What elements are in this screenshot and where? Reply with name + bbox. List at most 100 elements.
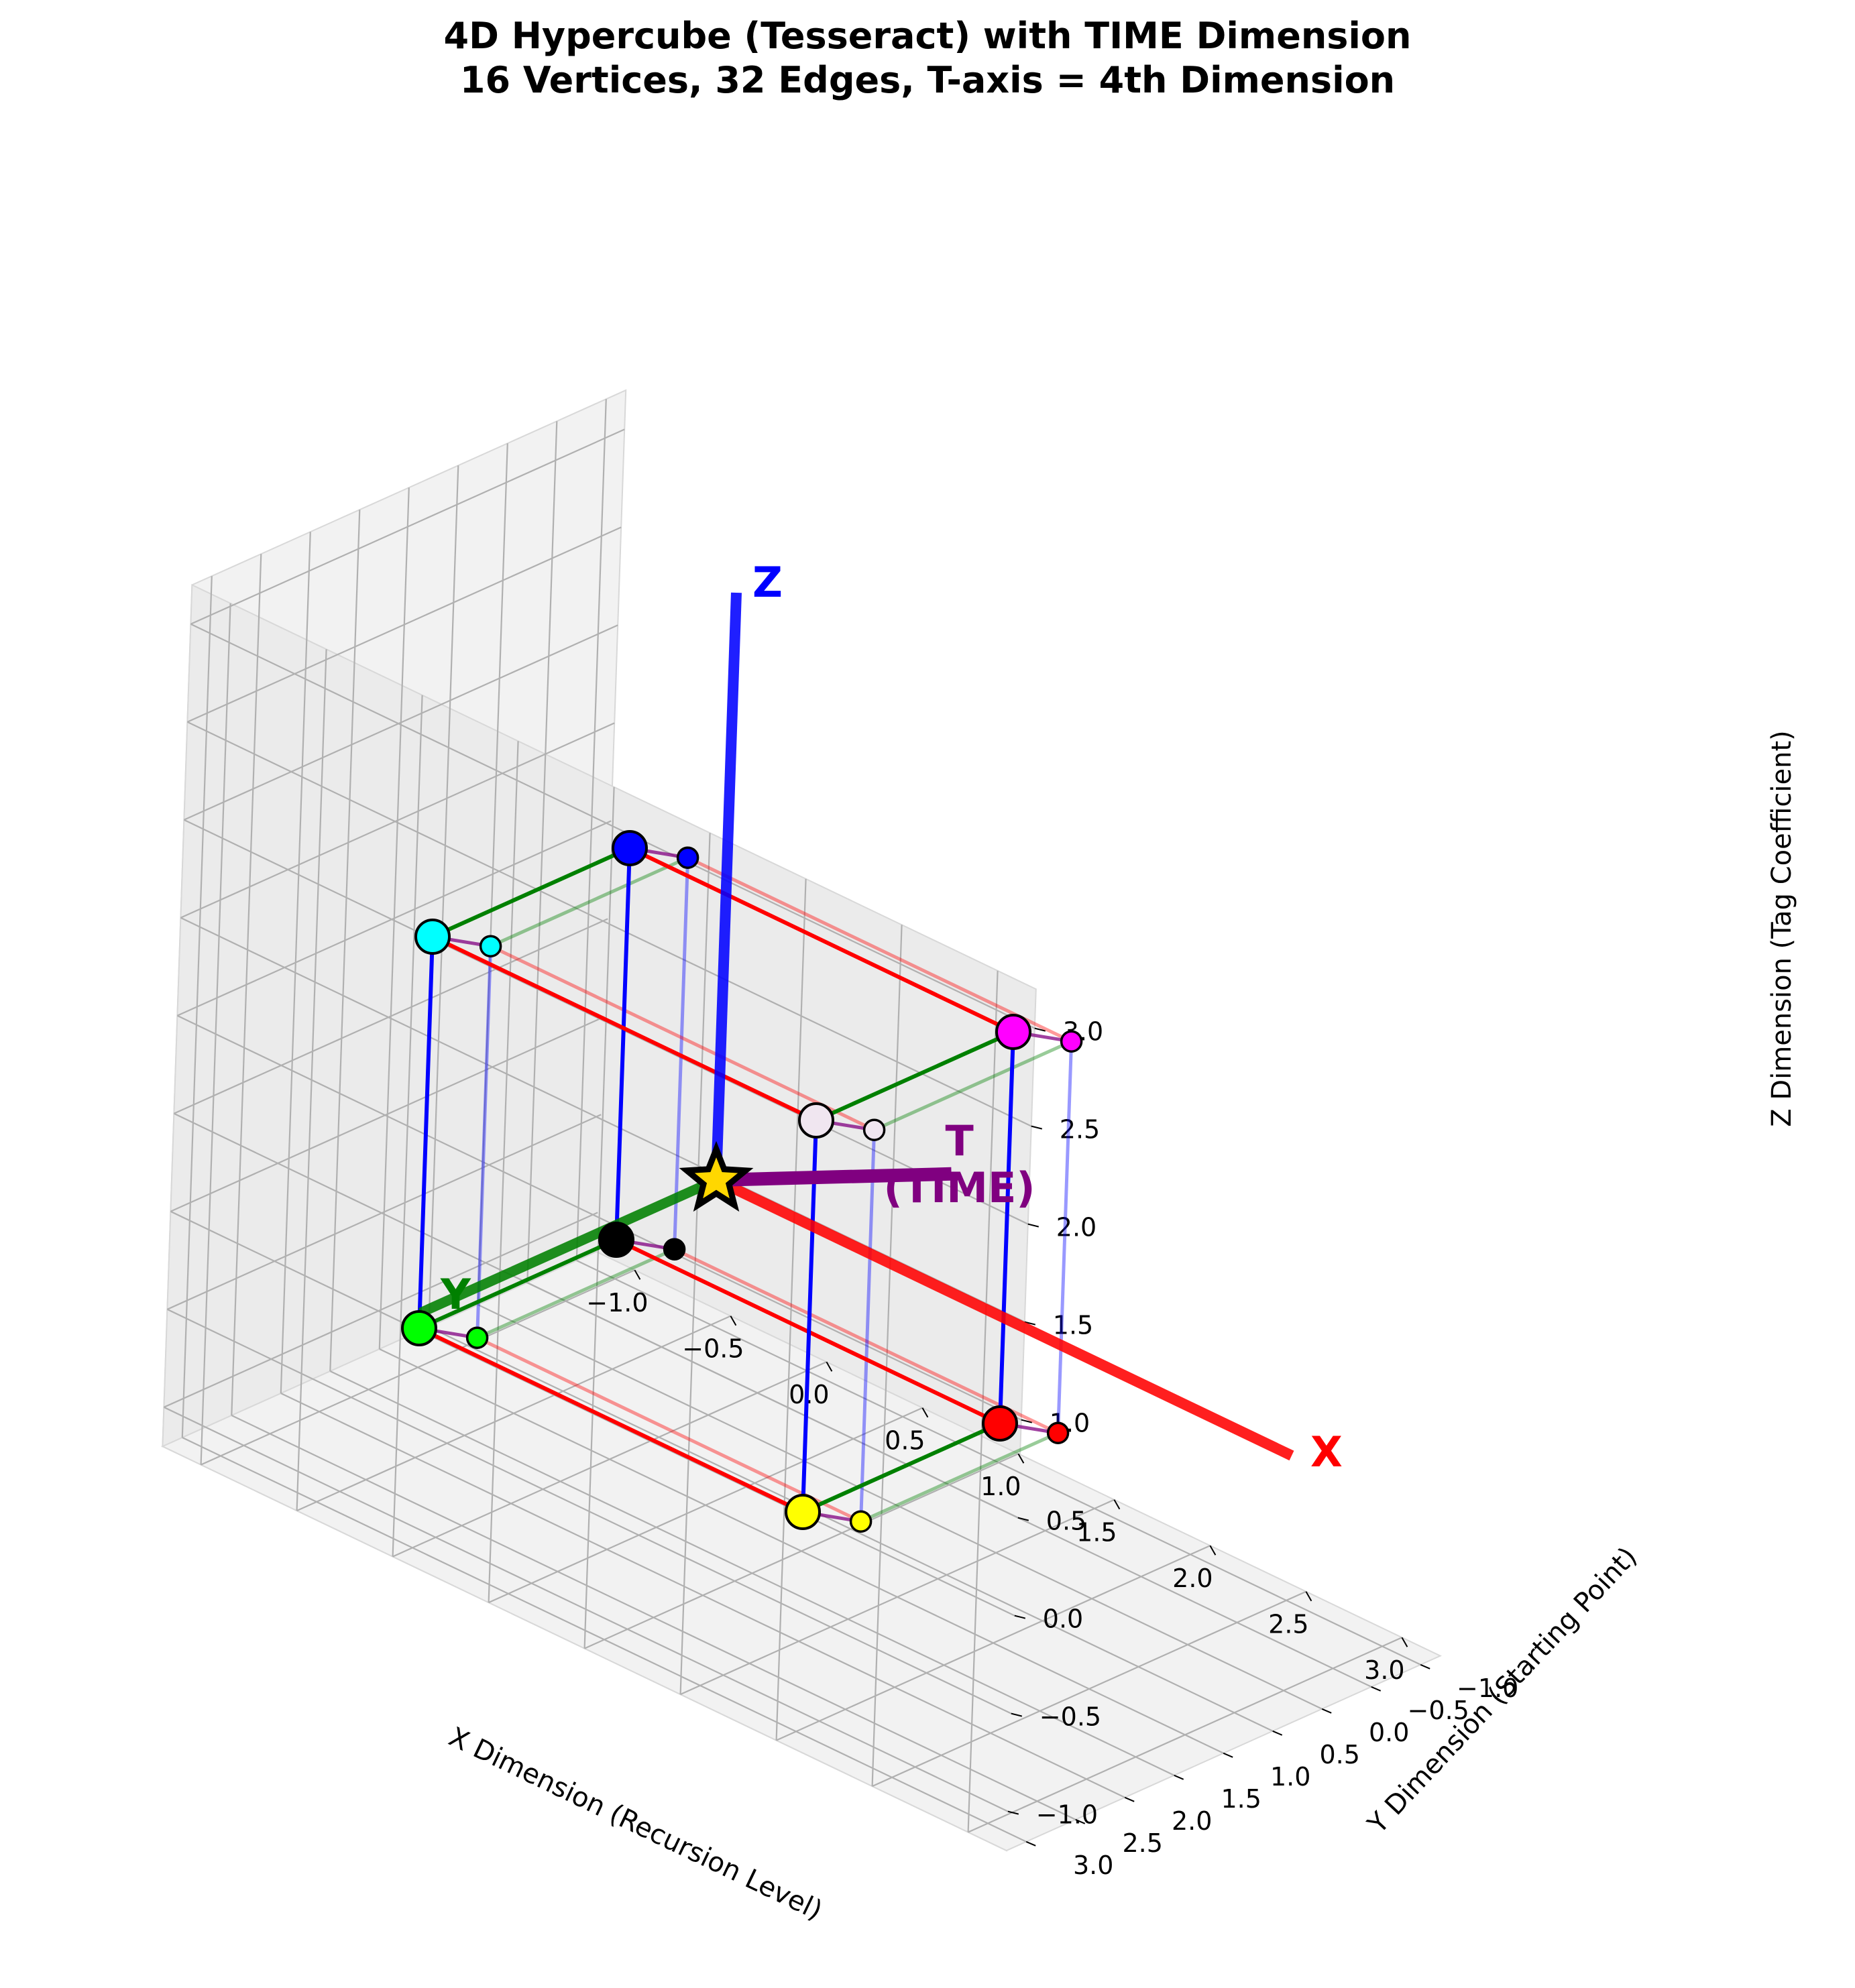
grid-y-floor — [280, 1393, 1125, 1798]
grid-z-back — [186, 721, 1032, 1127]
inner-vertex — [612, 830, 648, 866]
grid-y-side — [231, 554, 262, 1416]
axis-arrow-t — [716, 1167, 952, 1187]
grid-z-side — [190, 428, 625, 625]
y-axis-label: Y Dimension (Starting Point) — [1361, 1541, 1643, 1840]
x-tick-mark — [1209, 1545, 1217, 1556]
inner-vertex — [982, 1405, 1018, 1442]
inner-cube-edge — [998, 1030, 1015, 1425]
y-tick-label: 3.0 — [1073, 1851, 1113, 1880]
inner-cube-edge — [614, 846, 632, 1242]
x-tick-mark — [1113, 1499, 1121, 1510]
z-tick-mark — [1031, 1125, 1043, 1130]
grid-z-side — [180, 722, 615, 919]
outer-vertex — [849, 1510, 873, 1533]
inner-cube-edge — [814, 1030, 1015, 1122]
y-tick-mark — [1321, 1708, 1332, 1714]
inner-vertex — [995, 1014, 1031, 1050]
outer-vertex — [479, 935, 502, 957]
grid-x-floor — [872, 1590, 1306, 1788]
outer-cube-edge — [475, 1247, 677, 1340]
z-tick-label: 1.5 — [1053, 1311, 1093, 1340]
inner-cube-edge — [417, 935, 435, 1330]
z-tick-label: 2.0 — [1056, 1213, 1097, 1242]
inner-cube-edge — [431, 846, 632, 939]
inner-cube-edge — [431, 935, 818, 1122]
outer-cube-edge — [475, 1336, 863, 1523]
grid-x-back — [775, 878, 807, 1741]
y-tick-mark — [1272, 1730, 1283, 1736]
outer-cube-edge — [686, 856, 1074, 1043]
x-tick-mark — [826, 1361, 833, 1372]
grid-x-floor — [680, 1499, 1115, 1696]
inner-cube-edge — [801, 1118, 818, 1514]
x-tick-label: −1.0 — [586, 1288, 648, 1318]
inner-cube-edge — [628, 846, 1015, 1034]
outer-cube-edge — [489, 856, 690, 948]
x-tick-label: 0.5 — [885, 1426, 925, 1456]
outer-cube-edge — [475, 944, 493, 1340]
vertex-points — [401, 830, 1083, 1533]
y-tick-mark — [1371, 1686, 1382, 1692]
y-tick-label: −0.5 — [1408, 1696, 1469, 1725]
z-tick-label: 0.0 — [1043, 1604, 1083, 1634]
z-tick-label: 2.5 — [1060, 1115, 1100, 1145]
axis-arrow-label: X — [1310, 1427, 1343, 1476]
grid-z-side — [176, 820, 612, 1016]
x-tick-label: 2.5 — [1268, 1610, 1308, 1639]
chart-title: 4D Hypercube (Tesseract) with TIME Dimen… — [444, 15, 1412, 57]
axis-arrow-label-line: Y — [440, 1270, 471, 1319]
y-tick-label: 2.0 — [1172, 1806, 1212, 1836]
x-tick-mark — [634, 1269, 641, 1280]
z-tick-mark — [1024, 1321, 1036, 1326]
y-tick-label: 2.5 — [1122, 1828, 1162, 1858]
inner-cube-edge — [801, 1421, 1002, 1514]
chart-subtitle: 16 Vertices, 32 Edges, T-axis = 4th Dime… — [460, 59, 1395, 101]
axis-arrow-x — [714, 1175, 1294, 1461]
inner-cube-edge — [417, 1326, 805, 1514]
axis-arrow-label-line: (TIME) — [884, 1163, 1035, 1212]
origin-star-marker — [679, 1141, 754, 1212]
x-tick-mark — [1401, 1637, 1408, 1647]
x-tick-label: 2.0 — [1172, 1564, 1213, 1593]
outer-cube-edge — [673, 1247, 1060, 1435]
grid-x-back — [679, 833, 711, 1695]
outer-vertex — [465, 1326, 489, 1349]
grid-z-back — [176, 1014, 1022, 1421]
x-tick-label: −0.5 — [682, 1334, 744, 1364]
z-tick-mark — [1034, 1027, 1046, 1032]
grid-y-floor — [231, 1415, 1076, 1820]
outer-vertex — [676, 846, 699, 869]
outer-vertex — [663, 1238, 686, 1261]
x-axis-label: X Dimension (Recursion Level) — [444, 1722, 827, 1927]
grid-y-side — [280, 532, 311, 1394]
outer-cube-edge — [859, 1431, 1060, 1523]
x-tick-mark — [1017, 1453, 1025, 1464]
y-tick-label: 0.5 — [1319, 1740, 1359, 1769]
outer-cube-edge — [873, 1039, 1074, 1132]
grid-x-back — [967, 970, 999, 1832]
x-tick-label: 3.0 — [1364, 1655, 1404, 1685]
z-tick-label: −0.5 — [1039, 1702, 1101, 1732]
y-tick-label: 0.0 — [1369, 1718, 1409, 1747]
y-tick-label: −1.0 — [1457, 1674, 1518, 1703]
grid-y-side — [181, 576, 213, 1438]
z-tick-mark — [1014, 1615, 1026, 1619]
grid-y-floor — [379, 1348, 1224, 1754]
grid-z-side — [186, 526, 622, 723]
axis-arrow-label-line: Z — [752, 558, 783, 607]
grid-y-floor — [329, 1370, 1175, 1776]
z-tick-mark — [1011, 1712, 1023, 1717]
y-tick-mark — [1174, 1774, 1184, 1780]
grid-lines — [163, 399, 1421, 1843]
grid-x-floor — [776, 1545, 1211, 1741]
z-tick-label: −1.0 — [1036, 1800, 1098, 1830]
y-tick-mark — [1025, 1840, 1036, 1847]
outer-cube-edge — [489, 944, 877, 1132]
inner-vertex — [598, 1222, 634, 1258]
x-tick-label: 1.0 — [980, 1472, 1021, 1501]
inner-vertex — [785, 1494, 821, 1530]
inner-vertex — [414, 919, 451, 955]
x-tick-mark — [921, 1407, 929, 1418]
